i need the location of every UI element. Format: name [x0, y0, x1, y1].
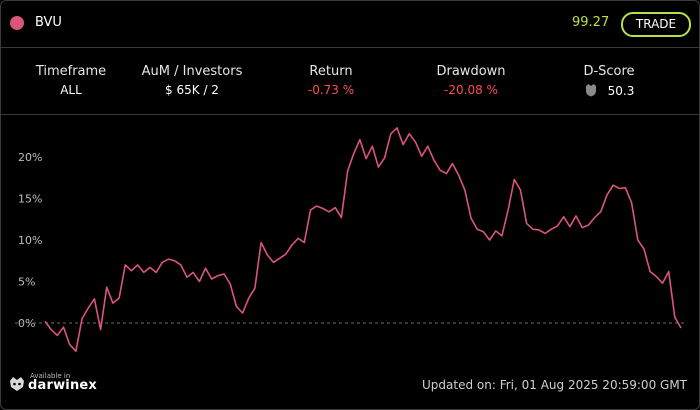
- aum-label: AuM / Investors: [141, 64, 243, 79]
- equity-line: [44, 127, 682, 352]
- stat-dscore: D-Score 50.3: [568, 64, 650, 98]
- dscore-value-wrap: 50.3: [568, 83, 650, 98]
- stat-drawdown: Drawdown -20.08 %: [421, 64, 521, 97]
- darwinex-icon: [10, 377, 24, 391]
- drawdown-label: Drawdown: [436, 64, 506, 79]
- y-tick-label: 5%: [18, 276, 35, 289]
- available-in-label: Available in: [30, 372, 71, 380]
- header-bar: BVU 99.27 TRADE: [1, 1, 699, 48]
- return-label: Return: [309, 64, 353, 79]
- status-dot: [10, 16, 24, 30]
- updated-timestamp: Updated on: Fri, 01 Aug 2025 20:59:00 GM…: [422, 378, 687, 392]
- shield-icon: [585, 84, 596, 97]
- stat-return: Return -0.73 %: [291, 64, 371, 97]
- y-tick-label: 0%: [18, 317, 35, 330]
- stat-timeframe[interactable]: Timeframe ALL: [26, 64, 116, 97]
- trade-button[interactable]: TRADE: [621, 12, 691, 37]
- stats-row: Timeframe ALL AuM / Investors $ 65K / 2 …: [1, 48, 699, 115]
- timeframe-value: ALL: [60, 83, 82, 97]
- equity-chart: 20% 15% 10% 5% 0%: [15, 127, 687, 352]
- y-tick-label: 20%: [18, 151, 42, 164]
- stat-aum: AuM / Investors $ 65K / 2: [132, 64, 252, 97]
- y-tick-label: 15%: [18, 193, 42, 206]
- y-tick-label: 10%: [18, 234, 42, 247]
- price-value: 99.27: [572, 15, 610, 30]
- ticker-label: BVU: [35, 15, 62, 30]
- dscore-value: 50.3: [607, 84, 635, 98]
- timeframe-label: Timeframe: [35, 64, 107, 79]
- drawdown-value: -20.08 %: [444, 83, 498, 97]
- dscore-label: D-Score: [583, 64, 635, 79]
- brand-label: darwinex: [28, 378, 98, 393]
- return-value: -0.73 %: [307, 83, 355, 97]
- aum-value: $ 65K / 2: [165, 83, 219, 97]
